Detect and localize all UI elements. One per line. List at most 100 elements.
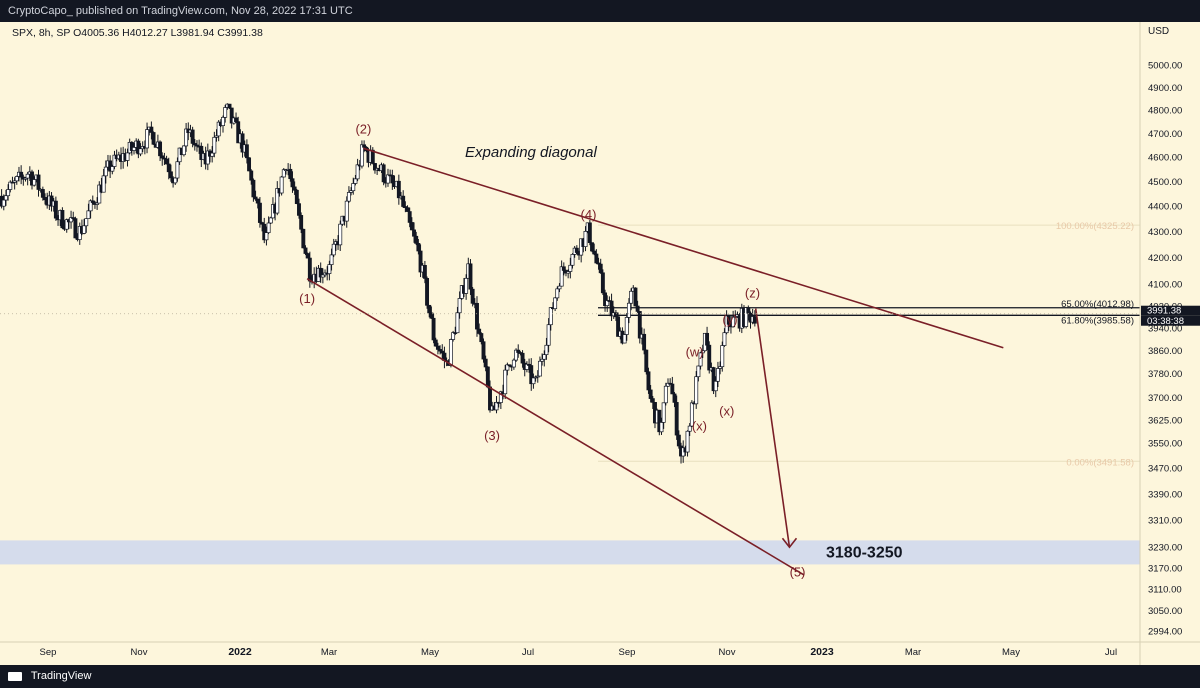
- candle-body: [713, 380, 718, 392]
- candle-body: [329, 254, 334, 265]
- candle-body: [166, 163, 171, 173]
- y-tick-label: 4200.00: [1148, 253, 1182, 264]
- candle-body: [603, 292, 608, 307]
- candle-body: [715, 368, 720, 382]
- last-price-tag: [1141, 305, 1200, 316]
- candle-body: [297, 203, 301, 216]
- lower-trendline[interactable]: [306, 278, 805, 576]
- candle-body: [403, 206, 408, 209]
- candle-body: [483, 358, 488, 368]
- candle-body: [84, 218, 89, 227]
- candle-body: [746, 307, 751, 314]
- candle-body: [303, 247, 308, 254]
- upper-trendline[interactable]: [363, 147, 1004, 349]
- candle-body: [249, 170, 254, 181]
- candle-body: [60, 210, 65, 229]
- candle-body: [162, 157, 167, 160]
- y-tick-label: 3550.00: [1148, 439, 1182, 450]
- candle-body: [529, 365, 534, 385]
- candle-body: [696, 365, 701, 378]
- candle-body: [257, 202, 262, 223]
- candle-body: [73, 218, 78, 239]
- wave-label: (z): [745, 286, 760, 301]
- candle-body: [90, 200, 95, 203]
- candle-body: [524, 363, 529, 370]
- y-tick-label: 3390.00: [1148, 489, 1182, 500]
- wave-label: (x): [719, 403, 734, 418]
- wave-label: (w): [686, 344, 704, 359]
- candle-body: [320, 274, 325, 278]
- candle-body: [629, 290, 634, 304]
- candle-body: [505, 364, 510, 371]
- candle-body: [574, 247, 579, 253]
- candle-body: [97, 184, 102, 204]
- candle-body: [275, 188, 280, 214]
- candle-body: [418, 250, 423, 273]
- candle-body: [405, 207, 410, 212]
- x-tick-label: 2023: [810, 646, 834, 658]
- fib-level-label: 0.00%(3491.58): [1066, 457, 1134, 468]
- candle-body: [253, 196, 258, 200]
- candle-body: [600, 272, 605, 294]
- candle-body: [416, 243, 421, 252]
- candle-body: [752, 316, 757, 324]
- candle-body: [205, 150, 210, 165]
- candle-body: [733, 316, 738, 318]
- candle-body: [251, 179, 256, 198]
- candle-body: [216, 121, 221, 137]
- candle-body: [145, 129, 149, 149]
- candle-body: [95, 202, 100, 205]
- candle-body: [624, 317, 629, 335]
- projection-arrow-trendline[interactable]: [754, 308, 791, 548]
- candle-body: [331, 243, 336, 256]
- candle-body: [396, 180, 401, 199]
- candle-body: [234, 117, 238, 123]
- candle-body: [455, 312, 460, 334]
- price-chart[interactable]: 100.00%(4325.22) 65.00%(4012.98) 61.80%(39…: [0, 22, 1200, 665]
- wave-label: (4): [581, 207, 597, 222]
- chart-area[interactable]: 100.00%(4325.22) 65.00%(4012.98) 61.80%(39…: [0, 22, 1200, 665]
- candle-body: [559, 266, 564, 287]
- candle-body: [674, 402, 679, 436]
- y-tick-label: 4400.00: [1148, 202, 1182, 213]
- publish-info-text: CryptoCapo_ published on TradingView.com…: [8, 5, 353, 17]
- candle-body: [281, 169, 286, 178]
- candle-body: [433, 339, 438, 347]
- candle-body: [533, 376, 538, 379]
- candle-body: [635, 305, 640, 312]
- candle-body: [279, 176, 284, 194]
- arrow-head-icon: [781, 537, 798, 549]
- candle-body: [23, 177, 28, 180]
- candle-body: [672, 393, 677, 403]
- candle-body: [407, 211, 412, 223]
- candle-body: [568, 264, 573, 272]
- y-tick-label: 4700.00: [1148, 129, 1182, 140]
- candle-body: [173, 177, 178, 184]
- candle-body: [694, 376, 699, 405]
- candle-body: [53, 200, 58, 219]
- candle-body: [184, 128, 189, 147]
- y-tick-label: 3310.00: [1148, 516, 1182, 527]
- candle-body: [722, 332, 727, 346]
- candle-body: [149, 126, 154, 133]
- target-zone-band: [0, 540, 1140, 565]
- candle-body: [429, 312, 434, 319]
- candle-body: [700, 350, 705, 354]
- candle-body: [110, 166, 115, 172]
- y-tick-label: 2994.00: [1148, 626, 1182, 637]
- candle-body: [720, 345, 725, 368]
- candle-body: [260, 222, 265, 225]
- x-tick-label: May: [421, 647, 439, 658]
- countdown-value: 03:38:38: [1147, 316, 1184, 327]
- candle-body: [642, 333, 647, 351]
- candle-body: [255, 198, 260, 204]
- y-tick-label: 4900.00: [1148, 83, 1182, 94]
- candle-body: [247, 157, 252, 172]
- candle-body: [346, 192, 351, 202]
- candle-body: [622, 334, 627, 344]
- x-tick-label: Sep: [40, 647, 57, 658]
- candle-body: [373, 163, 377, 171]
- candle-body: [594, 253, 599, 264]
- candle-body: [548, 307, 553, 326]
